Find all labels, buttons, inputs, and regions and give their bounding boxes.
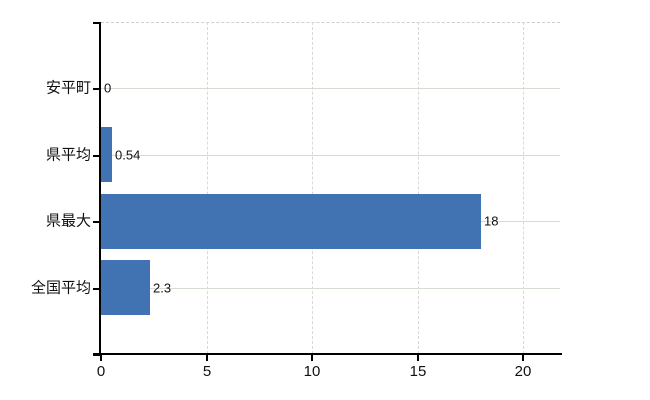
x-axis-tick <box>522 353 524 361</box>
x-axis-tick <box>417 353 419 361</box>
bar <box>101 127 112 182</box>
category-label: 全国平均 <box>30 279 91 297</box>
bar-value-label: 0.54 <box>115 147 141 163</box>
bar-value-label: 18 <box>484 213 499 229</box>
x-axis-line <box>93 353 562 355</box>
y-axis-tick <box>93 22 100 24</box>
x-axis-tick-label: 20 <box>514 363 532 380</box>
plot-area <box>101 22 560 354</box>
y-axis-tick <box>93 354 100 356</box>
x-axis-tick-label: 0 <box>96 363 106 380</box>
y-axis-tick <box>93 155 100 157</box>
bar-value-label: 2.3 <box>153 280 172 296</box>
x-axis-tick-label: 10 <box>303 363 321 380</box>
horizontal-gridline <box>101 88 560 89</box>
horizontal-gridline <box>101 288 560 289</box>
vertical-gridline <box>523 22 525 354</box>
y-axis-tick <box>93 88 100 90</box>
horizontal-gridline <box>101 155 560 156</box>
bar-value-label: 0 <box>104 80 112 96</box>
vertical-gridline <box>206 22 208 354</box>
x-axis-tick <box>311 353 313 361</box>
category-label: 県最大 <box>45 212 91 230</box>
x-axis-tick-label: 5 <box>202 363 212 380</box>
y-axis-line <box>99 22 101 355</box>
bar <box>101 194 481 249</box>
x-axis-tick <box>206 353 208 361</box>
x-axis-tick <box>100 353 102 361</box>
y-axis-tick <box>93 288 100 290</box>
category-label: 安平町 <box>45 79 91 97</box>
category-label: 県平均 <box>45 146 91 164</box>
bar <box>101 260 150 315</box>
x-axis-tick-label: 15 <box>409 363 427 380</box>
y-axis-tick <box>93 221 100 223</box>
vertical-gridline <box>312 22 314 354</box>
vertical-gridline <box>417 22 419 354</box>
